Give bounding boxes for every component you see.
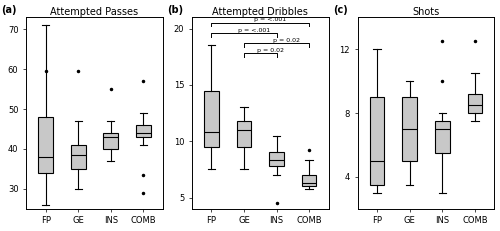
Text: (a): (a) xyxy=(2,5,17,15)
Title: Attempted Passes: Attempted Passes xyxy=(50,6,138,17)
Text: (b): (b) xyxy=(167,5,184,15)
PathPatch shape xyxy=(236,121,252,147)
PathPatch shape xyxy=(269,152,284,166)
Text: p = 0.02: p = 0.02 xyxy=(273,38,300,43)
PathPatch shape xyxy=(402,97,417,161)
Text: (c): (c) xyxy=(333,5,347,15)
PathPatch shape xyxy=(104,133,118,149)
PathPatch shape xyxy=(370,97,384,185)
Text: p = <.001: p = <.001 xyxy=(238,27,270,33)
Text: p = <.001: p = <.001 xyxy=(254,17,286,22)
PathPatch shape xyxy=(468,94,482,113)
PathPatch shape xyxy=(38,117,53,173)
PathPatch shape xyxy=(136,125,150,137)
PathPatch shape xyxy=(204,91,218,147)
Title: Shots: Shots xyxy=(412,6,440,17)
Text: p = 0.02: p = 0.02 xyxy=(256,48,283,53)
Title: Attempted Dribbles: Attempted Dribbles xyxy=(212,6,308,17)
PathPatch shape xyxy=(302,175,316,186)
PathPatch shape xyxy=(71,145,86,169)
PathPatch shape xyxy=(435,121,450,153)
